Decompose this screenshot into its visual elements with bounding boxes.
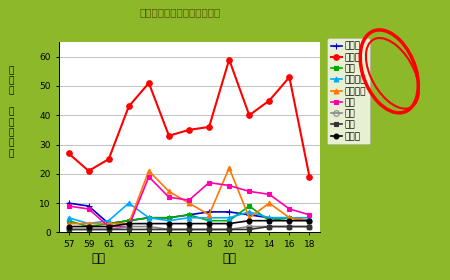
Text: 昭和: 昭和	[92, 252, 106, 265]
Text: 農林水産省生産局統計による: 農林水産省生産局統計による	[140, 7, 220, 17]
Text: 平成: 平成	[222, 252, 236, 265]
Text: 被
害
量

（
千
ト
ン
）: 被 害 量 （ 千 ト ン ）	[9, 66, 14, 158]
Legend: スズメ, カラス, カモ, ムクドリ, ヒヨドリ, ハト, キジ, サギ, その他: スズメ, カラス, カモ, ムクドリ, ヒヨドリ, ハト, キジ, サギ, その…	[327, 38, 369, 144]
